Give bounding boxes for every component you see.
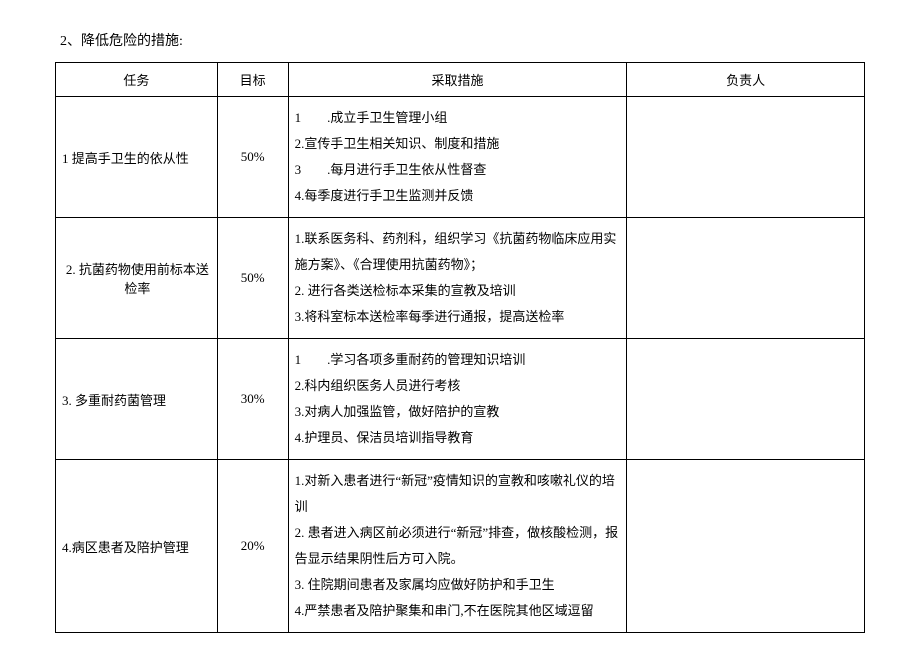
measure-line: 3.将科室标本送检率每季进行通报，提高送检率 [295, 304, 621, 330]
measure-line: 3. 住院期间患者及家属均应做好防护和手卫生 [295, 572, 621, 598]
measure-line: 4.严禁患者及陪护聚集和串门,不在医院其他区域逗留 [295, 598, 621, 624]
measure-line: 1 .学习各项多重耐药的管理知识培训 [295, 347, 621, 373]
measure-line: 1.对新入患者进行“新冠”疫情知识的宣教和咳嗽礼仪的培训 [295, 468, 621, 520]
cell-task: 3. 多重耐药菌管理 [56, 339, 218, 460]
measure-line: 4.护理员、保洁员培训指导教育 [295, 425, 621, 451]
table-header-row: 任务 目标 采取措施 负责人 [56, 63, 865, 97]
section-title: 2、降低危险的措施: [60, 30, 865, 50]
table-row: 1 提高手卫生的依从性50%1 .成立手卫生管理小组2.宣传手卫生相关知识、制度… [56, 97, 865, 218]
cell-task: 4.病区患者及陪护管理 [56, 460, 218, 633]
cell-task: 1 提高手卫生的依从性 [56, 97, 218, 218]
cell-task: 2. 抗菌药物使用前标本送检率 [56, 218, 218, 339]
cell-target: 50% [217, 218, 288, 339]
cell-target: 30% [217, 339, 288, 460]
cell-target: 50% [217, 97, 288, 218]
measure-line: 2. 患者进入病区前必须进行“新冠”排查，做核酸检测，报告显示结果阴性后方可入院… [295, 520, 621, 572]
table-row: 3. 多重耐药菌管理30%1 .学习各项多重耐药的管理知识培训2.科内组织医务人… [56, 339, 865, 460]
cell-target: 20% [217, 460, 288, 633]
measure-line: 1 .成立手卫生管理小组 [295, 105, 621, 131]
cell-measures: 1.对新入患者进行“新冠”疫情知识的宣教和咳嗽礼仪的培训2. 患者进入病区前必须… [288, 460, 627, 633]
measure-line: 2. 进行各类送检标本采集的宣教及培训 [295, 278, 621, 304]
cell-measures: 1 .成立手卫生管理小组2.宣传手卫生相关知识、制度和措施3 .每月进行手卫生依… [288, 97, 627, 218]
measure-line: 1.联系医务科、药剂科，组织学习《抗菌药物临床应用实施方案》、《合理使用抗菌药物… [295, 226, 621, 278]
header-owner: 负责人 [627, 63, 865, 97]
cell-owner [627, 339, 865, 460]
measure-line: 4.每季度进行手卫生监测并反馈 [295, 183, 621, 209]
table-row: 2. 抗菌药物使用前标本送检率50%1.联系医务科、药剂科，组织学习《抗菌药物临… [56, 218, 865, 339]
cell-measures: 1 .学习各项多重耐药的管理知识培训2.科内组织医务人员进行考核3.对病人加强监… [288, 339, 627, 460]
cell-owner [627, 97, 865, 218]
header-task: 任务 [56, 63, 218, 97]
cell-measures: 1.联系医务科、药剂科，组织学习《抗菌药物临床应用实施方案》、《合理使用抗菌药物… [288, 218, 627, 339]
measure-line: 2.科内组织医务人员进行考核 [295, 373, 621, 399]
cell-owner [627, 218, 865, 339]
header-target: 目标 [217, 63, 288, 97]
header-measures: 采取措施 [288, 63, 627, 97]
cell-owner [627, 460, 865, 633]
risk-measures-table: 任务 目标 采取措施 负责人 1 提高手卫生的依从性50%1 .成立手卫生管理小… [55, 62, 865, 633]
measure-line: 3.对病人加强监管，做好陪护的宣教 [295, 399, 621, 425]
measure-line: 3 .每月进行手卫生依从性督查 [295, 157, 621, 183]
measure-line: 2.宣传手卫生相关知识、制度和措施 [295, 131, 621, 157]
table-row: 4.病区患者及陪护管理20%1.对新入患者进行“新冠”疫情知识的宣教和咳嗽礼仪的… [56, 460, 865, 633]
